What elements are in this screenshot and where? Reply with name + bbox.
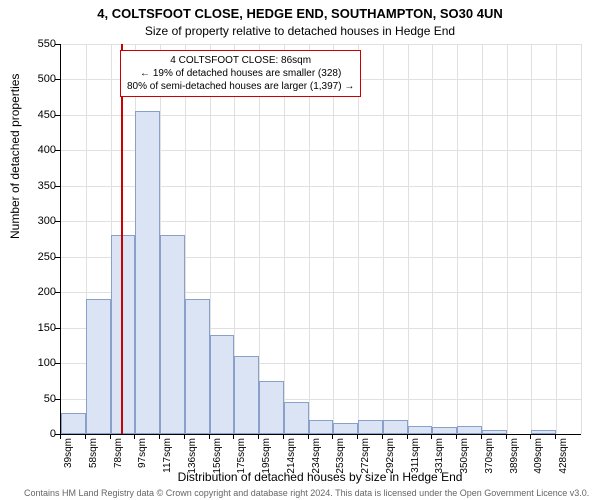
x-tick-mark (233, 434, 234, 439)
chart-title-main: 4, COLTSFOOT CLOSE, HEDGE END, SOUTHAMPT… (0, 6, 600, 21)
x-tick-label: 97sqm (137, 438, 148, 488)
chart-container: 4, COLTSFOOT CLOSE, HEDGE END, SOUTHAMPT… (0, 0, 600, 500)
histogram-bar (61, 413, 86, 434)
y-tick-label: 350 (16, 180, 56, 192)
x-tick-mark (258, 434, 259, 439)
grid-vertical (358, 44, 359, 434)
histogram-bar (408, 426, 433, 435)
grid-vertical (531, 44, 532, 434)
x-tick-label: 350sqm (459, 438, 470, 488)
grid-vertical (284, 44, 285, 434)
grid-vertical (507, 44, 508, 434)
histogram-bar (482, 430, 507, 434)
x-tick-mark (481, 434, 482, 439)
info-box-line1: 4 COLTSFOOT CLOSE: 86sqm (127, 54, 354, 67)
histogram-bar (160, 235, 185, 434)
histogram-bar (383, 420, 408, 434)
x-tick-label: 39sqm (63, 438, 74, 488)
histogram-bar (358, 420, 383, 434)
x-tick-mark (332, 434, 333, 439)
grid-vertical (383, 44, 384, 434)
info-box: 4 COLTSFOOT CLOSE: 86sqm ← 19% of detach… (120, 50, 361, 97)
histogram-bar (135, 111, 160, 434)
x-tick-mark (110, 434, 111, 439)
grid-vertical (432, 44, 433, 434)
grid-vertical (259, 44, 260, 434)
x-tick-label: 292sqm (385, 438, 396, 488)
x-tick-mark (555, 434, 556, 439)
x-tick-label: 175sqm (236, 438, 247, 488)
x-tick-label: 311sqm (410, 438, 421, 488)
x-tick-label: 428sqm (558, 438, 569, 488)
footer-text: Contains HM Land Registry data © Crown c… (24, 488, 589, 498)
x-tick-label: 409sqm (533, 438, 544, 488)
y-tick-label: 0 (16, 428, 56, 440)
x-tick-mark (184, 434, 185, 439)
y-tick-label: 400 (16, 144, 56, 156)
x-tick-mark (357, 434, 358, 439)
chart-title-sub: Size of property relative to detached ho… (0, 24, 600, 38)
x-tick-label: 214sqm (286, 438, 297, 488)
x-tick-mark (431, 434, 432, 439)
x-tick-mark (159, 434, 160, 439)
x-tick-mark (407, 434, 408, 439)
histogram-bar (234, 356, 259, 434)
histogram-bar (432, 427, 457, 434)
histogram-bar (86, 299, 111, 434)
histogram-bar (333, 423, 358, 434)
grid-vertical (482, 44, 483, 434)
y-tick-label: 150 (16, 322, 56, 334)
y-tick-label: 100 (16, 357, 56, 369)
y-tick-label: 550 (16, 38, 56, 50)
info-box-line2: ← 19% of detached houses are smaller (32… (127, 67, 354, 80)
plot-area (60, 44, 581, 435)
x-tick-label: 195sqm (261, 438, 272, 488)
x-tick-label: 370sqm (484, 438, 495, 488)
x-tick-label: 272sqm (360, 438, 371, 488)
y-tick-label: 450 (16, 109, 56, 121)
x-tick-mark (382, 434, 383, 439)
histogram-bar (457, 426, 482, 435)
x-tick-label: 156sqm (212, 438, 223, 488)
histogram-bar (284, 402, 309, 434)
x-tick-label: 234sqm (311, 438, 322, 488)
y-tick-label: 250 (16, 251, 56, 263)
x-tick-label: 389sqm (509, 438, 520, 488)
x-tick-label: 117sqm (162, 438, 173, 488)
x-tick-mark (60, 434, 61, 439)
grid-vertical (408, 44, 409, 434)
x-tick-mark (85, 434, 86, 439)
histogram-bar (259, 381, 284, 434)
histogram-bar (185, 299, 210, 434)
y-tick-label: 500 (16, 73, 56, 85)
x-tick-mark (283, 434, 284, 439)
grid-vertical (556, 44, 557, 434)
x-tick-label: 58sqm (88, 438, 99, 488)
x-tick-mark (308, 434, 309, 439)
x-tick-mark (506, 434, 507, 439)
grid-vertical (309, 44, 310, 434)
info-box-line3: 80% of semi-detached houses are larger (… (127, 80, 354, 93)
x-tick-label: 253sqm (335, 438, 346, 488)
y-tick-label: 200 (16, 286, 56, 298)
histogram-bar (210, 335, 235, 434)
x-tick-mark (134, 434, 135, 439)
grid-vertical (333, 44, 334, 434)
x-tick-label: 331sqm (434, 438, 445, 488)
x-tick-mark (456, 434, 457, 439)
x-tick-label: 78sqm (113, 438, 124, 488)
x-tick-mark (209, 434, 210, 439)
x-tick-label: 136sqm (187, 438, 198, 488)
grid-vertical (581, 44, 582, 434)
histogram-bar (531, 430, 556, 434)
y-tick-label: 50 (16, 393, 56, 405)
grid-vertical (457, 44, 458, 434)
reference-line (121, 44, 123, 434)
histogram-bar (111, 235, 136, 434)
y-tick-label: 300 (16, 215, 56, 227)
histogram-bar (309, 420, 334, 434)
grid-horizontal (61, 44, 581, 45)
x-tick-mark (530, 434, 531, 439)
